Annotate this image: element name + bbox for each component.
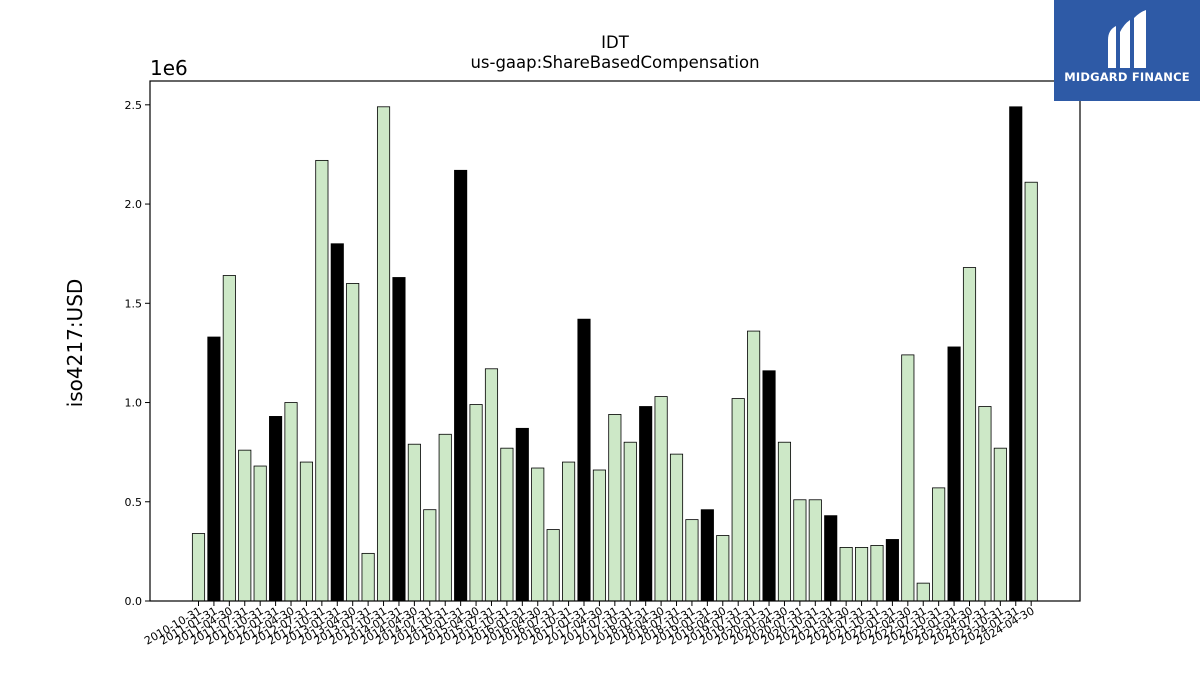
bar-2014-10-31 bbox=[438, 433, 452, 602]
bar-2020-10-31 bbox=[808, 499, 822, 602]
bar-2015-01-31 bbox=[454, 169, 468, 602]
bar-2014-04-30 bbox=[407, 443, 421, 602]
bar-2024-04-30 bbox=[1024, 181, 1038, 602]
bar-2016-04-30 bbox=[531, 467, 545, 602]
bar-2011-01-31 bbox=[207, 336, 221, 602]
bar-2012-07-31 bbox=[299, 461, 313, 602]
bar-2012-10-31 bbox=[315, 159, 329, 602]
bar-2017-01-31 bbox=[577, 318, 591, 602]
bar-2015-04-30 bbox=[469, 404, 483, 602]
bar-2015-07-31 bbox=[484, 368, 499, 602]
bar-2023-10-31 bbox=[993, 447, 1007, 602]
bar-2013-07-31 bbox=[361, 552, 375, 602]
bar-2017-07-31 bbox=[608, 414, 622, 602]
y-tick-label: 0.5 bbox=[125, 496, 143, 509]
y-tick-label: 2.5 bbox=[125, 99, 143, 112]
bar-2016-07-31 bbox=[546, 529, 560, 602]
bar-2011-10-31 bbox=[253, 465, 267, 602]
bar-2013-10-31 bbox=[376, 106, 391, 602]
bar-2018-01-31 bbox=[639, 406, 653, 602]
y-ticks: 0.0 0.5 1.0 1.5 2.0 2.5 bbox=[125, 99, 150, 608]
bar-2019-04-30 bbox=[716, 535, 730, 602]
bar-2022-01-31 bbox=[885, 539, 899, 602]
bar-2013-01-31 bbox=[330, 243, 344, 602]
bar-2012-01-31 bbox=[269, 416, 283, 602]
brand-logo: MIDGARD FINANCE bbox=[1054, 0, 1200, 101]
bar-2013-04-30 bbox=[346, 283, 360, 602]
bar-2021-04-30 bbox=[839, 547, 853, 602]
y-tick-label: 2.0 bbox=[125, 198, 143, 211]
x-ticks: 2010-10-312011-01-312011-04-302011-07-31… bbox=[142, 601, 1037, 648]
bar-2019-01-31 bbox=[700, 509, 714, 602]
bar-2014-07-31 bbox=[423, 509, 437, 602]
plot-frame bbox=[149, 80, 1081, 602]
bar-2019-10-31 bbox=[747, 330, 761, 602]
logo-mark-icon bbox=[1108, 10, 1146, 68]
bar-2022-07-31 bbox=[916, 582, 930, 602]
bar-2020-07-31 bbox=[793, 499, 807, 602]
bar-2021-07-31 bbox=[855, 547, 869, 602]
bar-2018-04-30 bbox=[654, 396, 668, 602]
chart-title: IDT bbox=[601, 33, 630, 52]
bar-2015-10-31 bbox=[500, 447, 514, 602]
bar-2011-04-30 bbox=[222, 275, 236, 602]
bar-2011-07-31 bbox=[238, 449, 252, 602]
bar-2022-04-30 bbox=[901, 354, 915, 602]
bar-2022-10-31 bbox=[932, 487, 946, 602]
bar-2023-04-30 bbox=[962, 267, 977, 602]
y-axis-label: iso4217:USD bbox=[63, 279, 87, 408]
y-tick-label: 1.5 bbox=[125, 297, 143, 310]
bar-2021-01-31 bbox=[824, 515, 838, 602]
bars bbox=[191, 106, 1038, 602]
bar-2024-01-31 bbox=[1009, 106, 1023, 602]
chart-subtitle: us-gaap:ShareBasedCompensation bbox=[470, 53, 759, 72]
bar-2021-10-31 bbox=[870, 545, 884, 602]
y-tick-label: 1.0 bbox=[125, 397, 143, 410]
bar-2019-07-31 bbox=[731, 398, 745, 602]
bar-2017-10-31 bbox=[623, 441, 637, 602]
bar-2018-07-31 bbox=[669, 453, 684, 602]
y-offset-label: 1e6 bbox=[150, 56, 188, 80]
bar-2017-04-30 bbox=[592, 469, 606, 602]
bar-2016-01-31 bbox=[515, 427, 529, 602]
bar-2020-01-31 bbox=[762, 370, 776, 602]
bar-2023-01-31 bbox=[947, 346, 961, 602]
bar-2020-04-30 bbox=[777, 441, 792, 602]
bar-2014-01-31 bbox=[392, 277, 406, 602]
bar-2018-10-31 bbox=[685, 519, 699, 602]
logo-text: MIDGARD FINANCE bbox=[1064, 70, 1190, 84]
bar-2016-10-31 bbox=[562, 461, 576, 602]
bar-2023-07-31 bbox=[978, 406, 992, 602]
bar-2012-04-30 bbox=[284, 402, 298, 602]
bar-2010-10-31 bbox=[191, 533, 206, 602]
y-tick-label: 0.0 bbox=[125, 595, 143, 608]
